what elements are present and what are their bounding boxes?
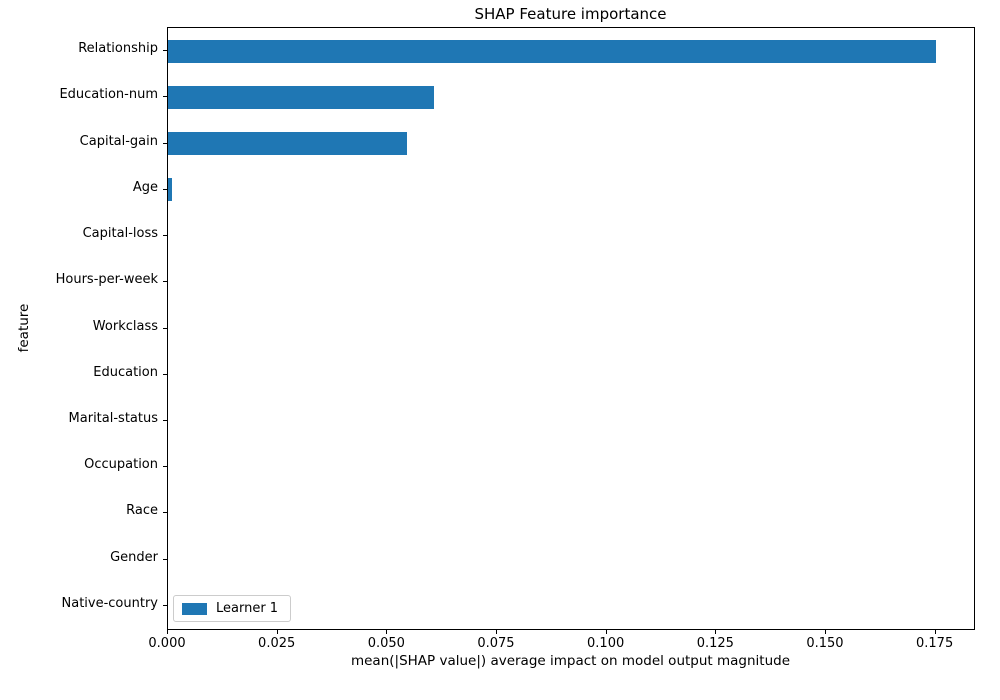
x-tick-mark (605, 630, 607, 634)
y-tick-mark (163, 188, 167, 190)
x-tick-mark (167, 630, 168, 634)
x-tick-label-0.125: 0.125 (696, 636, 734, 651)
bar-education-num (168, 85, 435, 109)
y-tick-label-capital-loss: Capital-loss (82, 226, 158, 242)
bar-relationship (168, 39, 936, 63)
y-tick-label-race: Race (126, 503, 158, 519)
y-tick-label-education-num: Education-num (59, 87, 158, 103)
x-tick-mark (824, 630, 826, 634)
x-tick-label-0.075: 0.075 (477, 636, 515, 651)
y-tick-mark (163, 373, 167, 375)
bar-age (168, 178, 172, 202)
y-tick-label-education: Education (93, 364, 158, 380)
y-tick-mark (163, 327, 167, 329)
x-tick-mark (276, 630, 278, 634)
y-tick-label-native-country: Native-country (61, 595, 159, 611)
y-tick-label-workclass: Workclass (92, 318, 158, 334)
y-tick-label-occupation: Occupation (84, 457, 158, 473)
y-tick-mark (163, 419, 167, 421)
y-tick-mark (163, 281, 167, 283)
x-tick-label-0.025: 0.025 (258, 636, 296, 651)
plot-area: Learner 1 (167, 27, 975, 630)
x-tick-mark (386, 630, 388, 634)
x-axis-label: mean(|SHAP value|) average impact on mod… (350, 653, 791, 669)
x-tick-label-0.000: 0.000 (148, 636, 186, 651)
x-tick-label-0.050: 0.050 (367, 636, 405, 651)
x-tick-mark (495, 630, 497, 634)
x-tick-label-0.150: 0.150 (806, 636, 844, 651)
y-tick-mark (163, 142, 167, 144)
x-tick-label-0.175: 0.175 (916, 636, 954, 651)
legend-label: Learner 1 (216, 601, 279, 616)
y-tick-mark (163, 50, 167, 52)
legend-swatch (182, 602, 207, 615)
x-tick-mark (934, 630, 936, 634)
y-tick-mark (163, 558, 167, 560)
legend: Learner 1 (173, 595, 292, 622)
y-tick-label-gender: Gender (110, 549, 158, 565)
y-tick-mark (163, 96, 167, 98)
y-tick-mark (163, 604, 167, 606)
y-tick-label-capital-gain: Capital-gain (79, 133, 158, 149)
y-tick-mark (163, 512, 167, 514)
y-tick-mark (163, 235, 167, 237)
y-tick-label-hours-per-week: Hours-per-week (55, 272, 158, 288)
bar-capital-gain (168, 132, 408, 156)
y-tick-label-marital-status: Marital-status (68, 410, 158, 426)
x-tick-label-0.100: 0.100 (587, 636, 625, 651)
y-tick-label-age: Age (132, 179, 158, 195)
x-tick-mark (715, 630, 717, 634)
y-tick-label-relationship: Relationship (78, 41, 158, 57)
chart-title: SHAP Feature importance (474, 5, 667, 23)
y-tick-mark (163, 466, 167, 468)
